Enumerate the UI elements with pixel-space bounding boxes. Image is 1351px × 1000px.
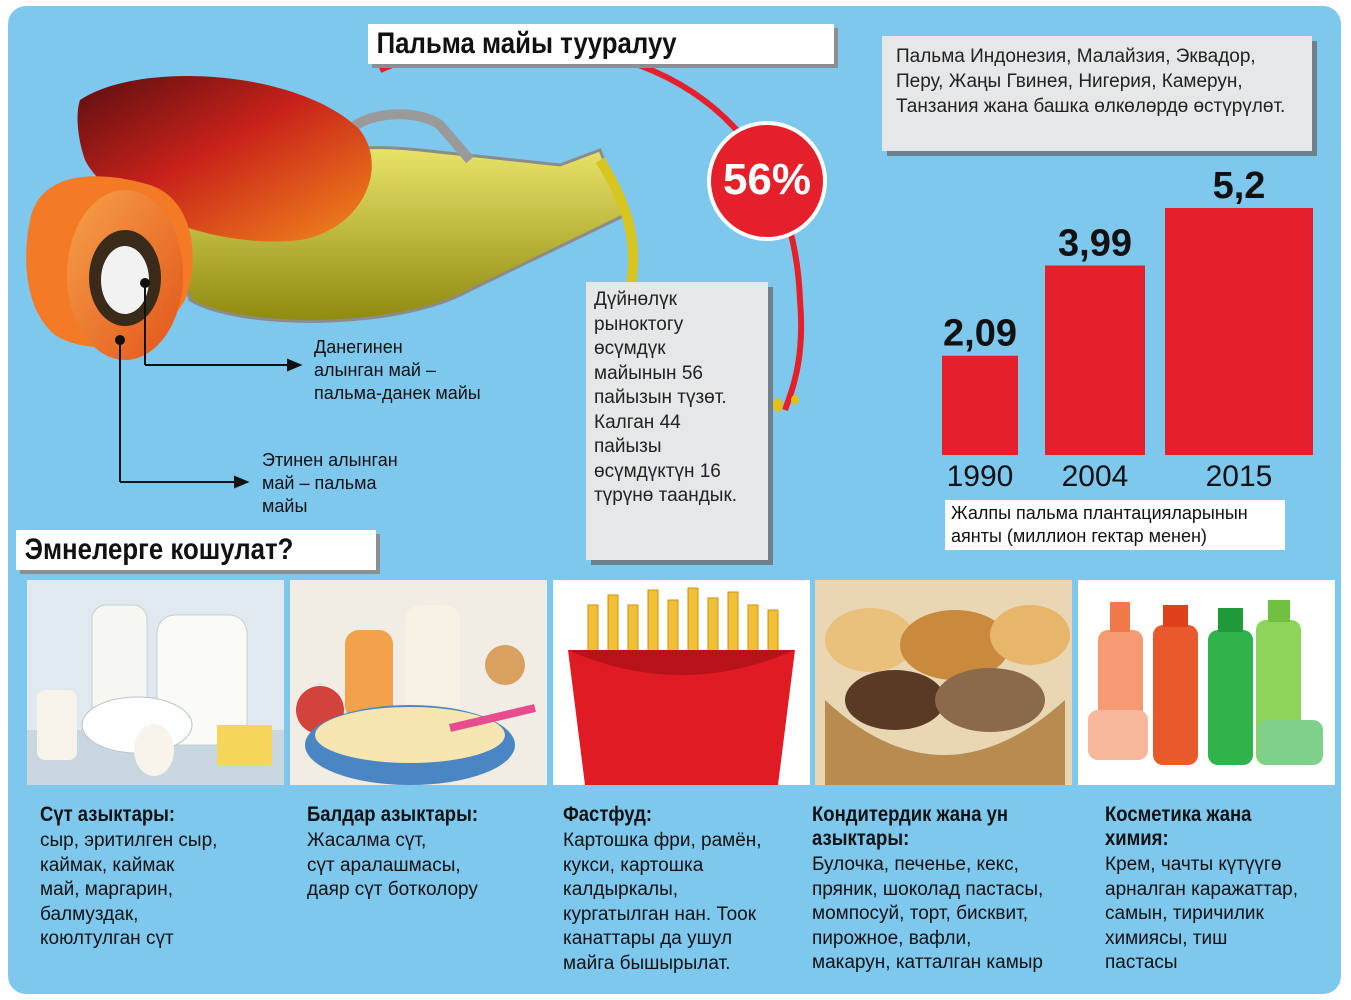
mesocarp-oil-label: Этинен алынган май – пальма майы xyxy=(262,450,398,516)
category-title: Сүт азыктары: xyxy=(40,803,176,826)
section-title-box: Эмнелерге кошулат? xyxy=(16,530,376,570)
page-title-box: Пальма майы тууралуу xyxy=(368,24,834,64)
category-title: Косметика жана химия: xyxy=(1105,803,1252,850)
category-text: Картошка фри, рамён, кукси, картошка кал… xyxy=(563,830,762,974)
section-title: Эмнелерге кошулат? xyxy=(24,533,294,566)
palm-fruit-cut-icon xyxy=(26,176,193,360)
market-share-note: Дүйнөлүк рыноктогу өсүмдүк майынын 56 па… xyxy=(586,282,768,560)
page-title: Пальма майы тууралуу xyxy=(376,27,677,60)
category-fast-food: Фастфуд: Картошка фри, рамён, кукси, кар… xyxy=(563,803,818,976)
category-title: Кондитердик жана ун азыктары: xyxy=(812,803,1009,850)
category-text: Жасалма сүт, сүт аралашмасы, даяр сүт бо… xyxy=(307,830,478,900)
oil-drip-icon xyxy=(773,398,783,412)
dairy-photo xyxy=(27,580,284,785)
category-pastry: Кондитердик жана ун азыктары: Булочка, п… xyxy=(812,803,1067,976)
bar-value-label: 3,99 xyxy=(1058,222,1132,264)
bar-value-label: 2,09 xyxy=(943,313,1017,355)
fast-food-photo xyxy=(553,580,810,785)
bar-2004 xyxy=(1045,265,1145,455)
percent-badge: 56% xyxy=(722,155,812,204)
category-text: Крем, чачты күтүүгө арналган каражаттар,… xyxy=(1105,854,1299,973)
percent-circle xyxy=(707,121,827,241)
kernel-oil-label: Данегинен алынган май – пальма-данек май… xyxy=(314,337,481,403)
category-title: Балдар азыктары: xyxy=(307,803,479,826)
x-tick-label: 2015 xyxy=(1206,460,1273,493)
category-cosmetics: Косметика жана химия: Крем, чачты күтүүг… xyxy=(1105,803,1351,976)
oil-drip-icon xyxy=(791,395,799,405)
category-baby-food: Балдар азыктары: Жасалма сүт, сүт аралаш… xyxy=(307,803,562,903)
plantation-area-chart: 2,09 1990 3,99 2004 5,2 2015 xyxy=(942,165,1313,493)
baby-food-photo xyxy=(290,580,547,785)
chart-caption: Жалпы пальма плантацияларынын аянты (мил… xyxy=(945,500,1285,550)
category-text: сыр, эритилген сыр, каймак, каймак май, … xyxy=(40,830,218,949)
cosmetics-photo xyxy=(1078,580,1335,785)
x-tick-label: 2004 xyxy=(1062,460,1129,493)
x-tick-label: 1990 xyxy=(947,460,1014,493)
category-title: Фастфуд: xyxy=(563,803,653,826)
pastry-photo xyxy=(815,580,1072,785)
growing-info-note: Пальма Индонезия, Малайзия, Эквадор, Пер… xyxy=(882,36,1312,151)
bar-value-label: 5,2 xyxy=(1213,165,1266,207)
bar-2015 xyxy=(1165,208,1313,455)
pointer-lines xyxy=(115,278,303,489)
category-text: Булочка, печенье, кекс, пряник, шоколад … xyxy=(812,854,1044,973)
category-dairy: Сүт азыктары: сыр, эритилген сыр, каймак… xyxy=(40,803,295,952)
bar-1990 xyxy=(942,355,1018,455)
